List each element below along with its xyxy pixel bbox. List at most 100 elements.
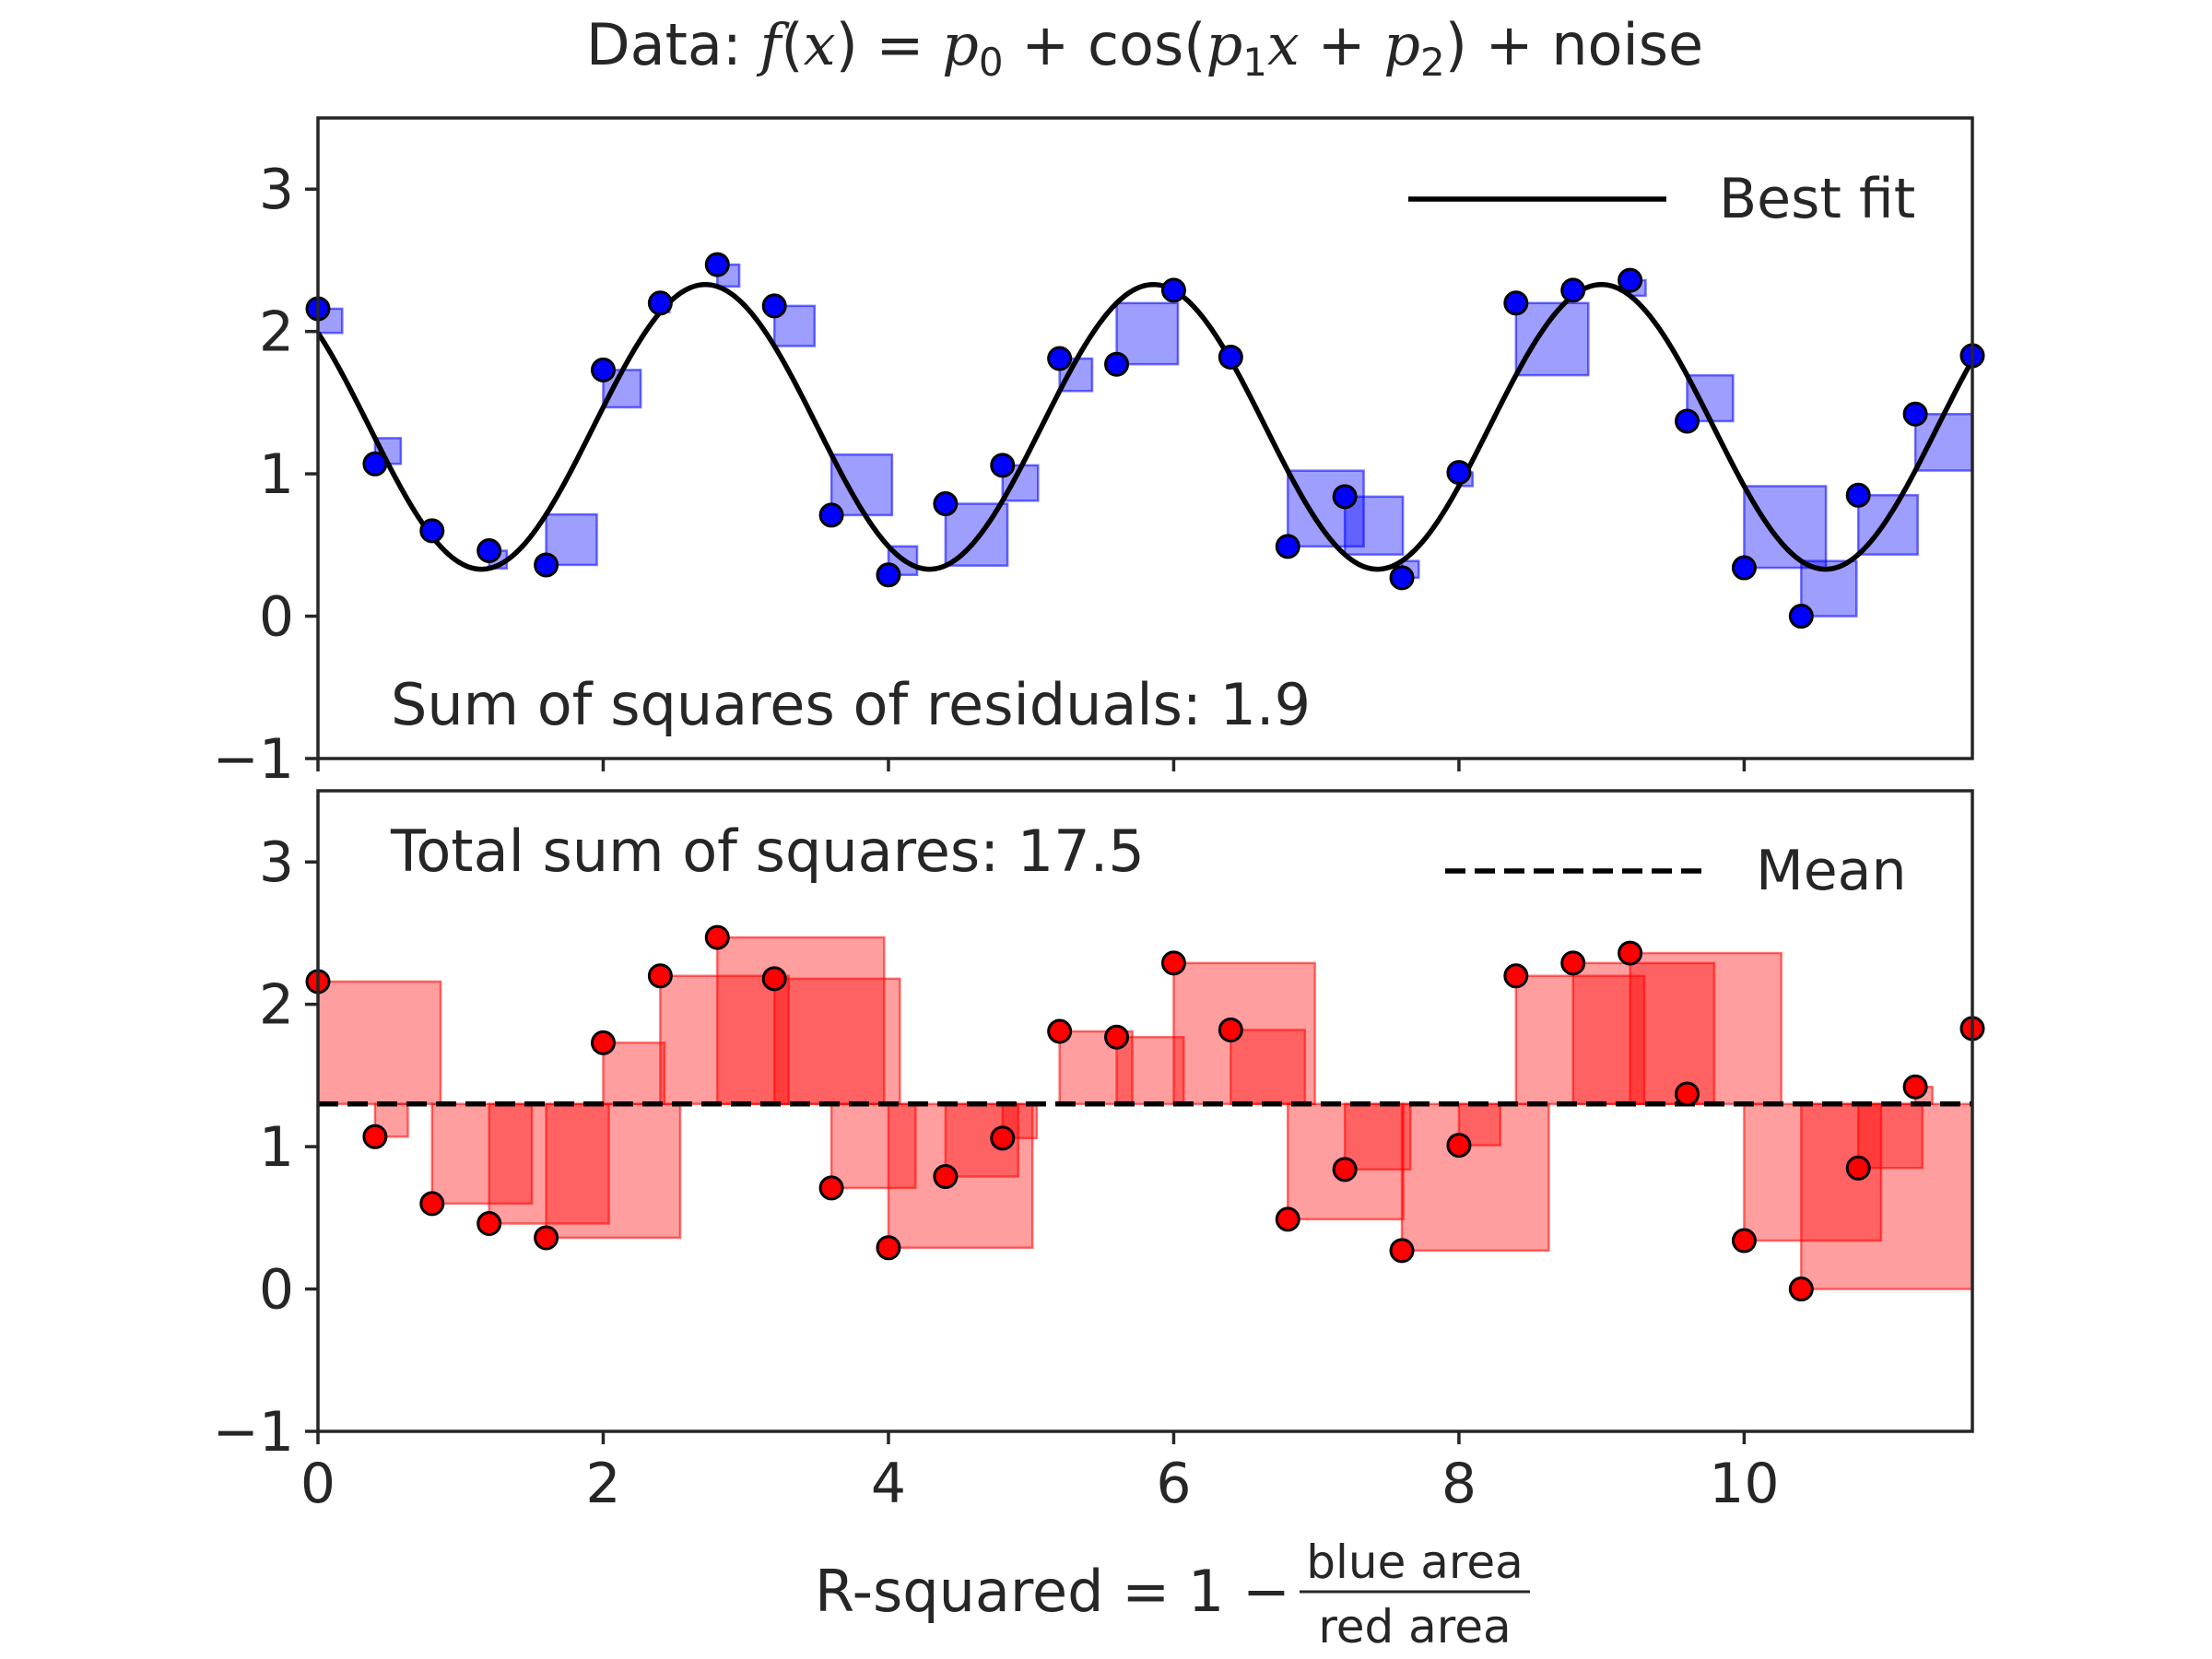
data-point — [1047, 1018, 1073, 1044]
data-point — [477, 1211, 502, 1237]
residual-square — [318, 980, 442, 1106]
data-point — [1902, 1074, 1928, 1100]
data-point — [477, 538, 502, 564]
residual-square — [1230, 1029, 1307, 1106]
x-axis-label: R-squared = 1 − blue area red area — [815, 1535, 1530, 1653]
data-point — [1902, 401, 1928, 427]
data-point — [1675, 408, 1700, 434]
y-tick-label: −1 — [213, 1400, 294, 1465]
data-point — [590, 357, 616, 382]
residual-square — [659, 974, 790, 1106]
y-tick-label: 3 — [259, 158, 294, 222]
data-point — [647, 290, 673, 316]
y-tick-label: 0 — [259, 585, 294, 650]
y-axis-ticks: −1 0 1 2 3 — [213, 158, 318, 792]
residual-square — [944, 502, 1009, 567]
data-point — [933, 491, 959, 517]
y-tick-label: 3 — [259, 830, 294, 895]
residual-square — [1400, 1102, 1550, 1253]
x-axis-ticks — [316, 759, 1747, 771]
x-axis-label-numerator: blue area — [1306, 1535, 1523, 1589]
best-fit-curve — [318, 281, 1972, 572]
data-point — [704, 252, 730, 277]
residual-square — [602, 1041, 666, 1106]
x-tick-label: 2 — [585, 1452, 620, 1516]
data-point — [1218, 1017, 1243, 1042]
y-tick-label: −1 — [213, 727, 294, 792]
residual-square — [1856, 1102, 1924, 1170]
data-point — [1560, 950, 1586, 976]
data-point — [1446, 1133, 1472, 1159]
data-point — [1104, 351, 1130, 377]
total-squares — [318, 935, 1972, 1290]
data-point — [1160, 950, 1186, 976]
data-point — [876, 562, 901, 588]
data-point — [590, 1030, 616, 1055]
data-point — [876, 1235, 901, 1261]
y-tick-label: 1 — [259, 442, 294, 507]
data-point — [419, 1191, 445, 1217]
data-point — [1731, 1228, 1757, 1253]
data-point — [1788, 1277, 1814, 1302]
y-tick-label: 1 — [259, 1115, 294, 1180]
residual-square — [545, 1102, 682, 1240]
data-point — [1332, 1157, 1358, 1182]
residual-square — [1115, 1035, 1185, 1106]
x-axis-ticks: 0 2 4 6 8 10 — [300, 1431, 1780, 1516]
residual-square — [1571, 961, 1716, 1106]
residual-square — [1001, 1102, 1039, 1140]
data-point — [1160, 277, 1186, 303]
data-point — [1675, 1081, 1700, 1107]
legend-fit-label: Best fit — [1719, 167, 1915, 231]
residual-square — [1514, 974, 1646, 1106]
data-point — [990, 453, 1016, 478]
residuals-panel: −1 0 1 2 3 Best fit Sum of squares of residu… — [213, 116, 1985, 792]
y-tick-label: 0 — [259, 1258, 294, 1323]
x-axis-label-main: R-squared = 1 − — [815, 1558, 1290, 1625]
residuals-annotation: Sum of squares of residuals: 1.9 — [391, 671, 1311, 738]
x-tick-label: 8 — [1441, 1452, 1477, 1516]
bottom-axes-frame — [316, 789, 1974, 1433]
y-tick-label: 2 — [259, 300, 294, 365]
data-point — [1047, 346, 1073, 371]
x-tick-label: 6 — [1156, 1452, 1191, 1516]
data-point — [362, 451, 388, 477]
data-point — [1104, 1024, 1130, 1050]
residual-square — [830, 1102, 917, 1190]
data-point — [419, 518, 445, 544]
residual-square — [1743, 485, 1828, 570]
residual-square — [1457, 1102, 1502, 1147]
data-point — [1446, 460, 1472, 486]
data-point — [1788, 604, 1814, 629]
data-point — [1618, 940, 1643, 966]
y-axis-ticks: −1 0 1 2 3 — [213, 830, 318, 1465]
data-point — [704, 924, 730, 950]
total-annotation: Total sum of squares: 17.5 — [390, 818, 1145, 885]
data-point — [1618, 267, 1643, 293]
top-axes-frame — [316, 116, 1974, 760]
residual-square — [1343, 495, 1405, 556]
data-point — [1275, 1206, 1300, 1232]
data-point — [362, 1124, 388, 1149]
data-point — [1503, 963, 1529, 989]
residual-square — [1629, 951, 1783, 1106]
data-point — [1845, 1155, 1871, 1181]
residual-square — [1343, 1102, 1412, 1171]
data-point — [1560, 277, 1586, 303]
residual-square — [1115, 301, 1180, 366]
x-tick-label: 0 — [300, 1452, 335, 1516]
data-point — [933, 1164, 959, 1190]
legend-mean-label: Mean — [1756, 839, 1906, 903]
data-point — [1389, 565, 1415, 591]
x-axis-label-denominator: red area — [1318, 1600, 1511, 1653]
data-point — [647, 963, 673, 989]
data-point — [1332, 484, 1358, 510]
residual-square — [488, 1102, 610, 1225]
data-points — [305, 924, 1985, 1302]
data-point — [818, 1175, 844, 1201]
y-tick-label: 2 — [259, 973, 294, 1038]
data-point — [1845, 482, 1871, 508]
x-tick-label: 10 — [1709, 1452, 1779, 1516]
